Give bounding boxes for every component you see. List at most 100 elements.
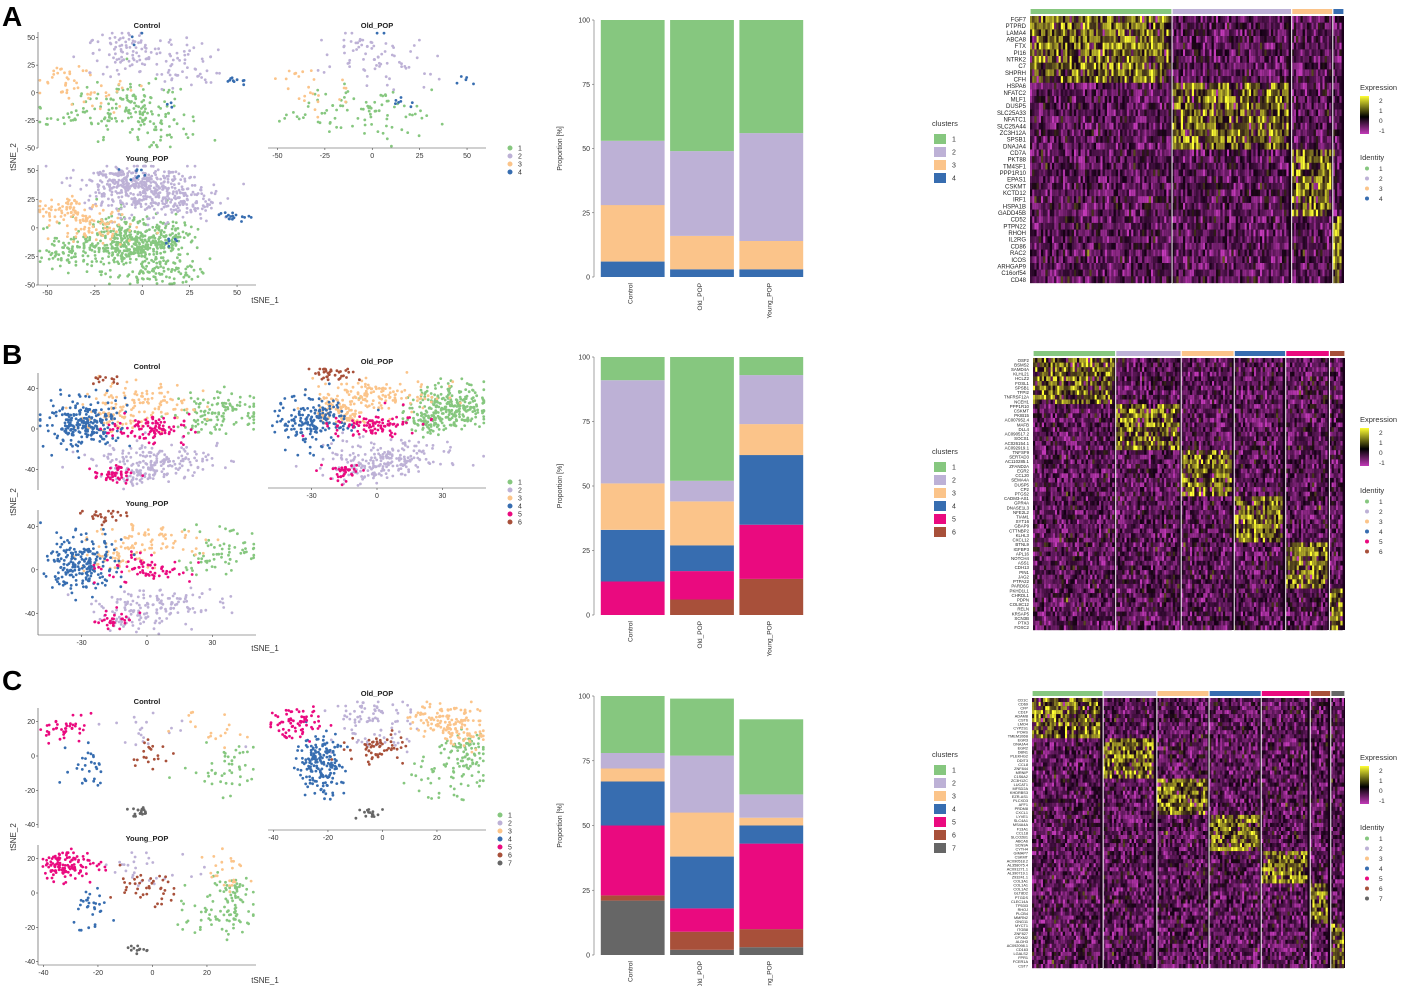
tsne-point — [134, 238, 137, 241]
tsne-point — [78, 246, 81, 249]
tsne-point — [136, 165, 139, 168]
tsne-point — [182, 276, 185, 279]
tsne-point — [40, 256, 43, 259]
tsne-point — [50, 117, 53, 120]
tsne-point — [379, 63, 382, 66]
tsne-point — [75, 260, 78, 263]
tsne-point — [171, 186, 174, 189]
tsne-point — [162, 259, 165, 262]
tsne-point — [125, 255, 128, 258]
tsne-point — [176, 122, 179, 125]
tsne-point — [157, 202, 160, 205]
tsne-point — [73, 255, 76, 258]
tsne-point — [129, 46, 132, 49]
tsne-point — [184, 58, 187, 61]
tsne-point — [51, 268, 54, 271]
tsne-point — [145, 47, 148, 50]
tsne-point — [115, 107, 118, 110]
tsne-point — [137, 193, 140, 196]
tsne-point — [386, 114, 389, 117]
tsne-point — [117, 73, 120, 76]
tsne-point — [186, 253, 189, 256]
tsne-point — [370, 123, 373, 126]
tsne-point — [179, 178, 182, 181]
tsne-point — [181, 70, 184, 73]
tsne-point — [138, 34, 141, 37]
tsne-point — [105, 95, 108, 98]
tsne-point — [456, 82, 459, 85]
tsne-point — [357, 117, 360, 120]
tsne-point — [95, 198, 98, 201]
tsne-point — [113, 111, 116, 114]
tsne-point — [171, 248, 174, 251]
tsne-point — [161, 202, 164, 205]
tsne-point — [159, 191, 162, 194]
tsne-point — [100, 204, 103, 207]
tsne-point — [156, 252, 159, 255]
tsne-point — [119, 231, 122, 234]
tsne-point — [343, 96, 346, 99]
tsne-point — [148, 253, 151, 256]
tsne-point — [340, 126, 343, 129]
tsne-point — [97, 247, 100, 250]
tsne-point — [148, 146, 151, 149]
tsne-point — [297, 75, 300, 78]
tsne-point — [236, 78, 239, 81]
tsne-point — [194, 207, 197, 210]
tsne-point — [62, 116, 65, 119]
tsne-point — [139, 124, 142, 127]
tsne-point — [167, 175, 170, 178]
tsne-point — [134, 204, 137, 207]
tsne-point — [186, 199, 189, 202]
tsne-point — [393, 106, 396, 109]
tsne-point — [160, 119, 163, 122]
tsne-point — [81, 179, 84, 182]
tsne-point — [155, 52, 158, 55]
tsne-point — [416, 56, 419, 59]
tsne-point — [151, 113, 154, 116]
tsne-point — [146, 131, 149, 134]
tsne-point — [183, 221, 186, 224]
tsne-point — [190, 265, 193, 268]
tsne-point — [139, 271, 142, 274]
tsne-point — [97, 40, 100, 43]
tsne-point — [132, 50, 135, 53]
tsne-point — [141, 262, 144, 265]
tsne-point — [193, 176, 196, 179]
tsne-point — [385, 42, 388, 45]
tsne-point — [112, 179, 115, 182]
tsne-point — [82, 107, 85, 110]
tsne-point — [209, 257, 212, 260]
tsne-point — [126, 96, 129, 99]
tsne-point — [54, 237, 57, 240]
tsne-point — [190, 241, 193, 244]
tsne-point — [157, 243, 160, 246]
tsne-point — [142, 186, 145, 189]
tsne-point — [172, 221, 175, 224]
tsne-point — [129, 258, 132, 261]
tsne-point — [368, 105, 371, 108]
tsne-point — [139, 250, 142, 253]
tsne-point — [175, 213, 178, 216]
tsne-point — [111, 187, 114, 190]
tsne-point — [42, 227, 45, 230]
tsne-point — [186, 265, 189, 268]
tsne-point — [119, 217, 122, 220]
tsne-point — [200, 186, 203, 189]
tsne-point — [323, 112, 326, 115]
tsne-point — [154, 276, 157, 279]
tsne-point — [133, 44, 136, 47]
tsne-point — [298, 97, 301, 100]
tsne-point — [140, 48, 143, 51]
tsne-point — [165, 275, 168, 278]
tsne-point — [338, 98, 341, 101]
tsne-point — [187, 53, 190, 56]
tsne-point — [78, 65, 81, 68]
tsne-point — [441, 123, 444, 126]
tsne-point — [118, 45, 121, 48]
tsne-point — [92, 52, 95, 55]
tsne-point — [334, 117, 337, 120]
tsne-point — [139, 117, 142, 120]
tsne-point — [108, 252, 111, 255]
